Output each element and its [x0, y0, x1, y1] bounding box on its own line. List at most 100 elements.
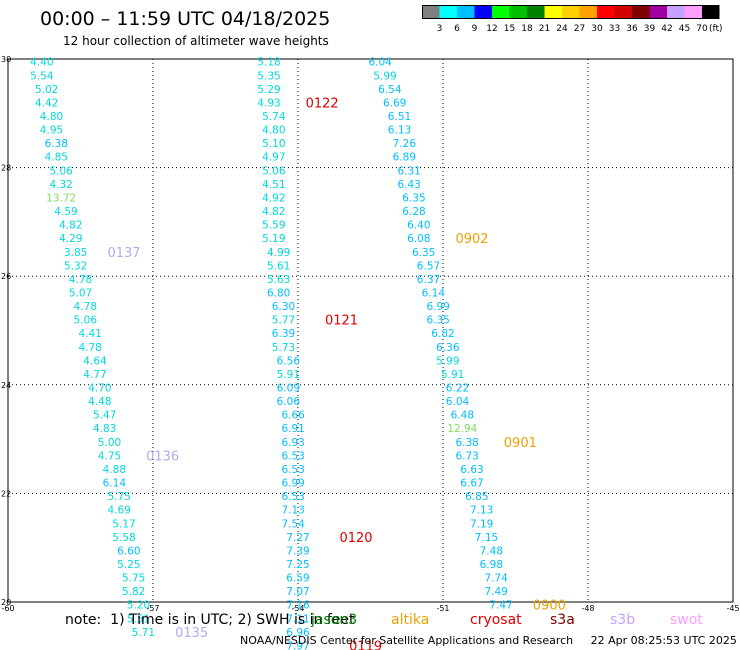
wave-height-value: 6.80	[267, 287, 290, 299]
wave-height-value: 5.35	[257, 70, 280, 82]
wave-height-value: 5.47	[93, 410, 116, 422]
credit-line: NOAA/NESDIS Center for Satellite Applica…	[240, 634, 737, 647]
wave-height-value: 6.14	[103, 478, 127, 490]
wave-height-value: 6.13	[388, 125, 411, 137]
wave-height-value: 6.48	[451, 410, 474, 422]
wave-height-value: 6.37	[417, 274, 440, 286]
satellite-legend-altika: altika	[391, 612, 430, 628]
pass-time-label: 0135	[175, 626, 208, 641]
colorbar-tick-label: 70	[696, 24, 708, 34]
wave-height-value: 6.38	[455, 437, 478, 449]
wave-height-value: 5.32	[64, 260, 87, 272]
wave-height-value: 7.16	[286, 600, 310, 612]
wave-height-value: 5.19	[262, 233, 285, 245]
wave-height-value: 5.06	[262, 165, 286, 177]
colorbar-tick-label: 15	[504, 24, 515, 34]
wave-height-value: 5.07	[69, 287, 92, 299]
colorbar-swatch	[439, 5, 457, 19]
color-scale-legend: 3 6 9 12 15 18 21 24 27 30 33 36 39 42 45 70 (ft)	[422, 5, 723, 34]
wave-height-value: 4.32	[49, 179, 72, 191]
latitude-tick-label: 20	[1, 598, 11, 607]
colorbar-swatch	[474, 5, 492, 19]
wave-height-value: 4.82	[59, 220, 82, 232]
wave-height-value: 4.88	[103, 464, 126, 476]
wave-height-value: 7.26	[393, 138, 417, 150]
colorbar-swatch	[684, 5, 702, 19]
wave-height-value: 4.97	[262, 152, 285, 164]
wave-height-value: 12.94	[447, 423, 477, 435]
colorbar-tick-label: 18	[521, 24, 533, 34]
longitude-tick-label: -45	[726, 604, 739, 613]
wave-height-value: 4.92	[262, 192, 285, 204]
wave-height-value: 6.93	[281, 437, 304, 449]
wave-height-value: 6.98	[480, 559, 503, 571]
pass-time-label: 0120	[339, 531, 372, 546]
wave-height-value: 5.63	[267, 274, 290, 286]
wave-height-value: 5.75	[122, 573, 145, 585]
wave-height-value: 4.77	[83, 369, 106, 381]
colorbar-tick-label: 6	[454, 24, 460, 34]
colorbar-swatch	[632, 5, 650, 19]
wave-height-value: 4.29	[59, 233, 82, 245]
wave-height-value: 7.47	[489, 600, 512, 612]
wave-height-value: 4.78	[78, 342, 101, 354]
colorbar-swatch	[667, 5, 685, 19]
wave-height-value: 5.29	[257, 84, 280, 96]
wave-height-value: 6.28	[402, 206, 425, 218]
wave-height-value: 4.80	[40, 111, 63, 123]
wave-height-value: 7.07	[286, 586, 309, 598]
colorbar-tick-label: 9	[472, 24, 478, 34]
colorbar-swatch	[562, 5, 580, 19]
wave-height-value: 4.69	[107, 505, 130, 517]
wave-height-value: 6.35	[426, 315, 449, 327]
latitude-tick-label: 30	[1, 55, 11, 64]
pass-time-label: 0119	[349, 639, 382, 650]
satellite-legend-swot: swot	[670, 612, 703, 628]
wave-height-value: 7.97	[286, 640, 309, 650]
wave-height-value: 7.27	[286, 532, 309, 544]
wave-height-value: 4.41	[78, 328, 101, 340]
colorbar-tick-label: 3	[437, 24, 443, 34]
longitude-tick-label: -51	[436, 604, 449, 613]
wave-height-value: 5.20	[127, 600, 150, 612]
wave-height-value: 5.18	[257, 57, 280, 69]
colorbar-swatch	[649, 5, 667, 19]
longitude-tick-label: -48	[581, 604, 594, 613]
wave-height-value: 6.22	[446, 383, 469, 395]
wave-height-value: 5.59	[262, 220, 285, 232]
wave-height-value: 6.35	[412, 247, 435, 259]
wave-height-value: 4.70	[88, 383, 111, 395]
wave-height-value: 4.75	[98, 450, 121, 462]
wave-height-value: 6.14	[422, 287, 446, 299]
wave-height-value: 6.53	[281, 450, 304, 462]
wave-height-value: 7.48	[480, 545, 503, 557]
wave-height-value: 6.96	[286, 627, 310, 639]
wave-height-value: 7.15	[475, 532, 498, 544]
wave-height-value: 5.51	[127, 613, 150, 625]
wave-height-value: 4.80	[262, 125, 285, 137]
colorbar-swatch	[702, 5, 720, 19]
wave-height-value: 5.17	[112, 518, 135, 530]
wave-height-value: 3.85	[64, 247, 87, 259]
satellite-legend-s3a: s3a	[550, 612, 575, 628]
pass-time-label: 0900	[533, 599, 566, 614]
wave-height-value: 7.74	[484, 573, 508, 585]
wave-height-value: 6.66	[281, 410, 305, 422]
wave-height-value: 7.13	[281, 505, 304, 517]
wave-height-value: 4.78	[74, 301, 97, 313]
wave-height-value: 5.61	[267, 260, 290, 272]
satellite-legend-cryosat: cryosat	[470, 612, 522, 628]
wave-height-value: 7.25	[286, 559, 309, 571]
colorbar-tick-label: 21	[539, 24, 550, 34]
note-text: note: 1) Time is in UTC; 2) SWH is in fe…	[65, 612, 354, 628]
wave-height-value: 6.63	[460, 464, 483, 476]
pass-time-label: 0902	[455, 232, 488, 247]
wave-height-value: 5.74	[262, 111, 286, 123]
wave-height-value: 4.85	[45, 152, 68, 164]
wave-height-value: 13.72	[46, 192, 76, 204]
pass-time-label: 0121	[325, 314, 358, 329]
satellite-legend-s3b: s3b	[610, 612, 636, 628]
wave-height-value: 6.54	[378, 84, 402, 96]
wave-height-value: 4.59	[54, 206, 77, 218]
colorbar-swatch	[527, 5, 545, 19]
